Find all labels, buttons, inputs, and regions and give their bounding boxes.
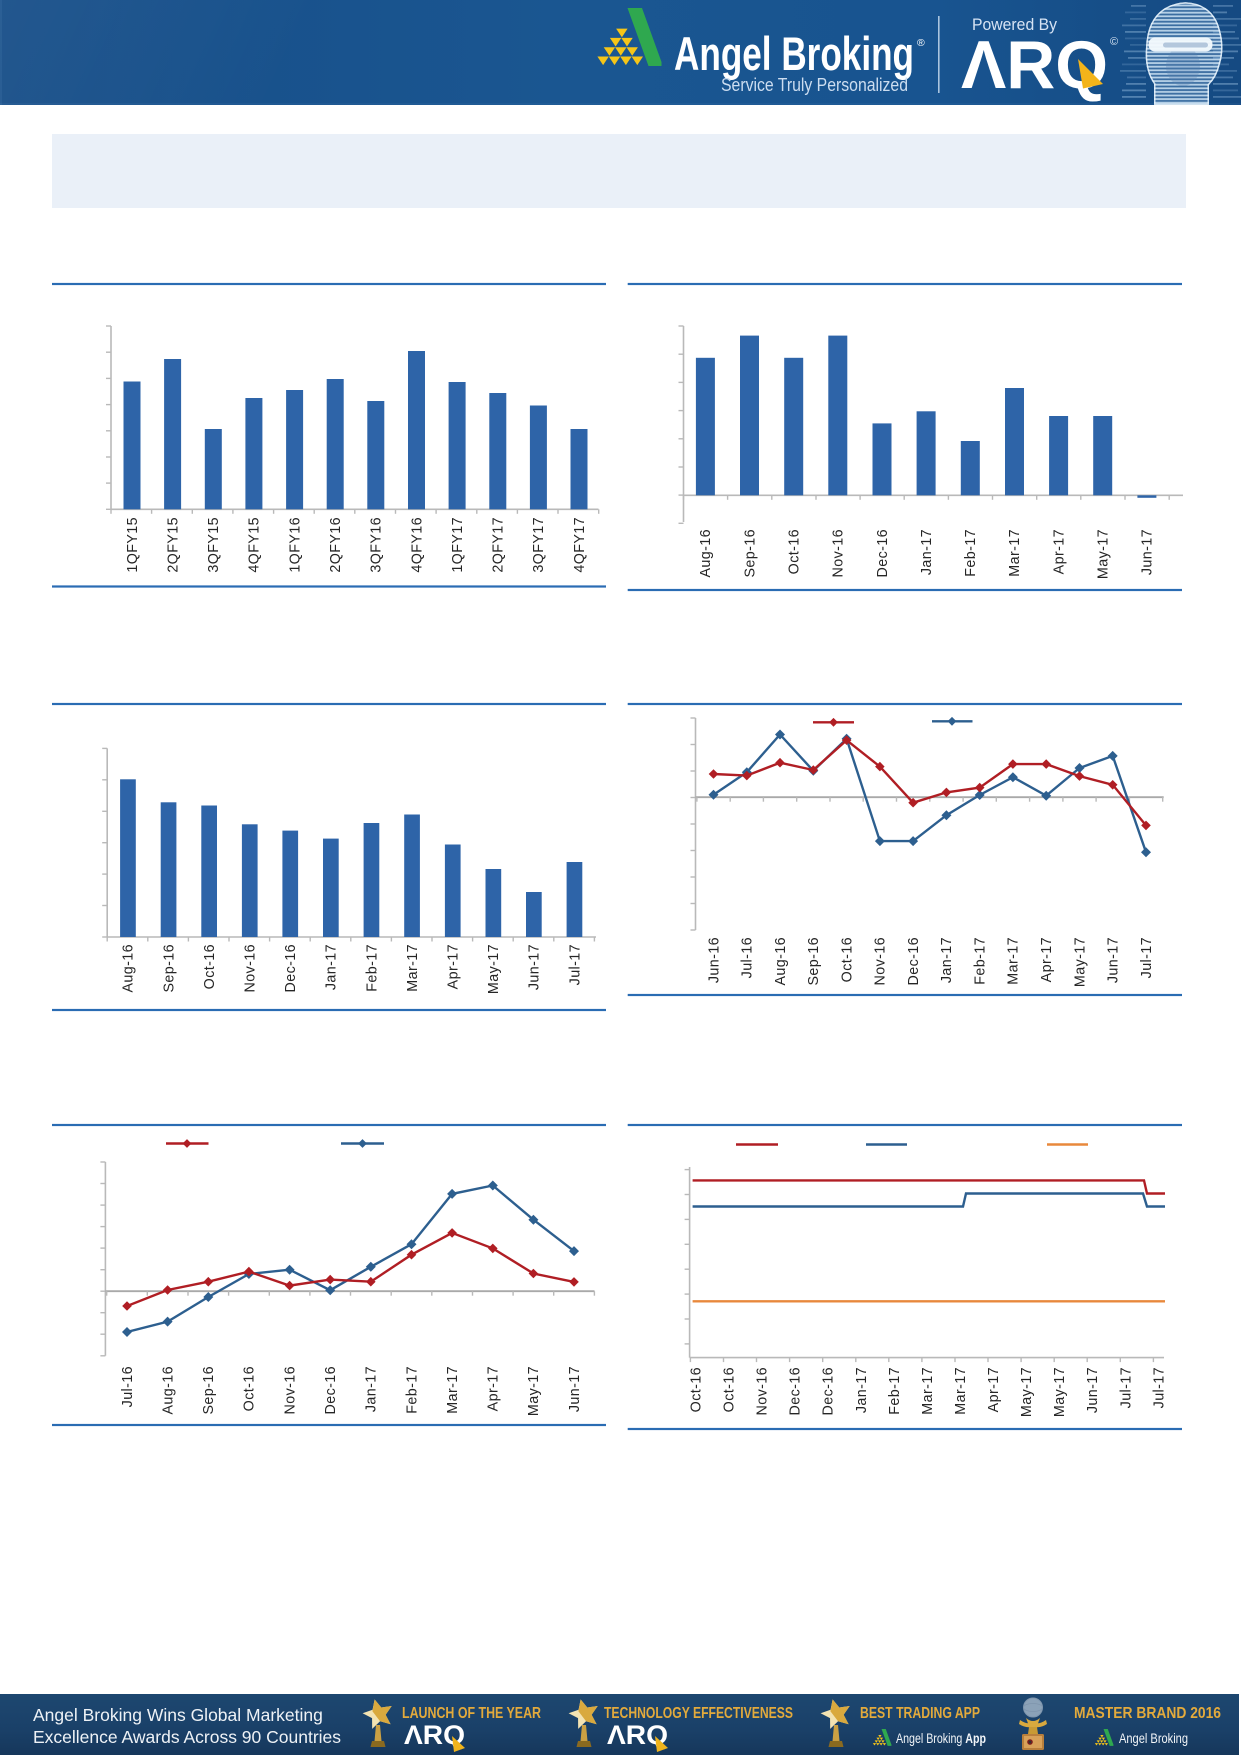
svg-text:Nov-16: Nov-16 bbox=[755, 1367, 771, 1416]
svg-text:Apr-17: Apr-17 bbox=[986, 1367, 1002, 1412]
svg-text:Mar-17: Mar-17 bbox=[953, 1367, 969, 1415]
svg-text:Aug-16: Aug-16 bbox=[698, 529, 714, 578]
svg-text:4QFY15: 4QFY15 bbox=[247, 517, 263, 573]
svg-text:Feb-17: Feb-17 bbox=[963, 529, 979, 577]
svg-text:Jul-16: Jul-16 bbox=[740, 937, 756, 978]
svg-text:Jun-17: Jun-17 bbox=[1140, 529, 1156, 575]
svg-text:Dec-16: Dec-16 bbox=[875, 529, 891, 578]
svg-text:Oct-16: Oct-16 bbox=[839, 937, 855, 982]
svg-text:Jun-17: Jun-17 bbox=[527, 944, 543, 990]
svg-text:May-17: May-17 bbox=[1096, 529, 1112, 579]
svg-text:Jun-17: Jun-17 bbox=[567, 1366, 583, 1412]
svg-text:Feb-17: Feb-17 bbox=[364, 944, 380, 992]
svg-text:Mar-17: Mar-17 bbox=[920, 1367, 936, 1415]
svg-text:LAUNCH OF THE YEAR: LAUNCH OF THE YEAR bbox=[402, 1705, 541, 1722]
svg-text:Feb-17: Feb-17 bbox=[404, 1366, 420, 1414]
svg-text:Apr-17: Apr-17 bbox=[486, 1366, 502, 1411]
svg-text:3QFY16: 3QFY16 bbox=[369, 517, 385, 573]
svg-text:Jun-16: Jun-16 bbox=[706, 937, 722, 983]
svg-text:Angel Broking: Angel Broking bbox=[674, 27, 914, 80]
svg-text:Jul-17: Jul-17 bbox=[567, 944, 583, 985]
svg-text:Jul-16: Jul-16 bbox=[120, 1366, 136, 1407]
svg-text:BEST TRADING APP: BEST TRADING APP bbox=[860, 1705, 980, 1722]
svg-text:TECHNOLOGY EFFECTIVENESS: TECHNOLOGY EFFECTIVENESS bbox=[604, 1705, 793, 1722]
svg-text:Nov-16: Nov-16 bbox=[873, 937, 889, 986]
svg-text:Jan-17: Jan-17 bbox=[324, 944, 340, 990]
svg-text:Service Truly Personalized: Service Truly Personalized bbox=[721, 74, 908, 95]
svg-text:3QFY17: 3QFY17 bbox=[531, 517, 547, 573]
svg-text:May-17: May-17 bbox=[1052, 1367, 1068, 1417]
svg-text:Mar-17: Mar-17 bbox=[405, 944, 421, 992]
svg-text:Oct-16: Oct-16 bbox=[202, 944, 218, 989]
svg-text:Feb-17: Feb-17 bbox=[973, 937, 989, 985]
svg-text:Jun-17: Jun-17 bbox=[1106, 937, 1122, 983]
svg-text:Jan-17: Jan-17 bbox=[919, 529, 935, 575]
svg-text:4QFY16: 4QFY16 bbox=[409, 517, 425, 573]
svg-text:Angel Broking App: Angel Broking App bbox=[896, 1730, 986, 1746]
svg-text:Oct-16: Oct-16 bbox=[242, 1366, 258, 1411]
svg-text:Jan-17: Jan-17 bbox=[854, 1367, 870, 1413]
svg-text:2QFY16: 2QFY16 bbox=[328, 517, 344, 573]
svg-text:Feb-17: Feb-17 bbox=[887, 1367, 903, 1415]
svg-text:Apr-17: Apr-17 bbox=[1051, 529, 1067, 574]
svg-text:Apr-17: Apr-17 bbox=[1039, 937, 1055, 982]
svg-text:Jan-17: Jan-17 bbox=[939, 937, 955, 983]
svg-text:MASTER BRAND 2016: MASTER BRAND 2016 bbox=[1074, 1705, 1221, 1722]
svg-text:Oct-16: Oct-16 bbox=[787, 529, 803, 574]
svg-text:©: © bbox=[1110, 36, 1118, 48]
svg-text:Mar-17: Mar-17 bbox=[1006, 937, 1022, 985]
svg-text:3QFY15: 3QFY15 bbox=[206, 517, 222, 573]
svg-text:May-17: May-17 bbox=[526, 1366, 542, 1416]
svg-text:Jan-17: Jan-17 bbox=[364, 1366, 380, 1412]
svg-text:Powered By: Powered By bbox=[972, 16, 1058, 34]
svg-text:Oct-16: Oct-16 bbox=[688, 1367, 704, 1412]
svg-text:May-17: May-17 bbox=[486, 944, 502, 994]
svg-text:Sep-16: Sep-16 bbox=[806, 937, 822, 986]
svg-text:Dec-16: Dec-16 bbox=[323, 1366, 339, 1415]
svg-text:Apr-17: Apr-17 bbox=[446, 944, 462, 989]
svg-text:Dec-16: Dec-16 bbox=[906, 937, 922, 986]
svg-text:Nov-16: Nov-16 bbox=[831, 529, 847, 578]
svg-text:1QFY17: 1QFY17 bbox=[450, 517, 466, 573]
svg-text:Mar-17: Mar-17 bbox=[445, 1366, 461, 1414]
svg-text:May-17: May-17 bbox=[1072, 937, 1088, 987]
svg-text:Angel Broking Wins Global Mark: Angel Broking Wins Global Marketing bbox=[33, 1705, 323, 1725]
svg-text:1QFY15: 1QFY15 bbox=[125, 517, 141, 573]
svg-text:1QFY16: 1QFY16 bbox=[287, 517, 303, 573]
svg-text:Angel Broking: Angel Broking bbox=[1119, 1730, 1188, 1746]
svg-text:Dec-16: Dec-16 bbox=[283, 944, 299, 993]
svg-text:Aug-16: Aug-16 bbox=[773, 937, 789, 986]
svg-text:Oct-16: Oct-16 bbox=[722, 1367, 738, 1412]
svg-text:Sep-16: Sep-16 bbox=[161, 944, 177, 993]
svg-text:4QFY17: 4QFY17 bbox=[572, 517, 588, 573]
svg-text:2QFY17: 2QFY17 bbox=[491, 517, 507, 573]
svg-text:Nov-16: Nov-16 bbox=[282, 1366, 298, 1415]
svg-text:Aug-16: Aug-16 bbox=[160, 1366, 176, 1415]
svg-text:Aug-16: Aug-16 bbox=[121, 944, 137, 993]
svg-text:Excellence Awards Across 90 Co: Excellence Awards Across 90 Countries bbox=[33, 1727, 341, 1747]
svg-text:2QFY15: 2QFY15 bbox=[165, 517, 181, 573]
svg-text:Jul-17: Jul-17 bbox=[1118, 1367, 1134, 1408]
svg-text:Nov-16: Nov-16 bbox=[243, 944, 259, 993]
svg-text:Jul-17: Jul-17 bbox=[1139, 937, 1155, 978]
svg-text:Jul-17: Jul-17 bbox=[1151, 1367, 1167, 1408]
svg-text:May-17: May-17 bbox=[1019, 1367, 1035, 1417]
svg-text:Sep-16: Sep-16 bbox=[742, 529, 758, 578]
svg-text:Dec-16: Dec-16 bbox=[788, 1367, 804, 1416]
svg-text:Sep-16: Sep-16 bbox=[201, 1366, 217, 1415]
svg-text:®: ® bbox=[917, 37, 925, 49]
svg-text:Mar-17: Mar-17 bbox=[1007, 529, 1023, 577]
svg-text:Jun-17: Jun-17 bbox=[1085, 1367, 1101, 1413]
svg-text:Dec-16: Dec-16 bbox=[821, 1367, 837, 1416]
